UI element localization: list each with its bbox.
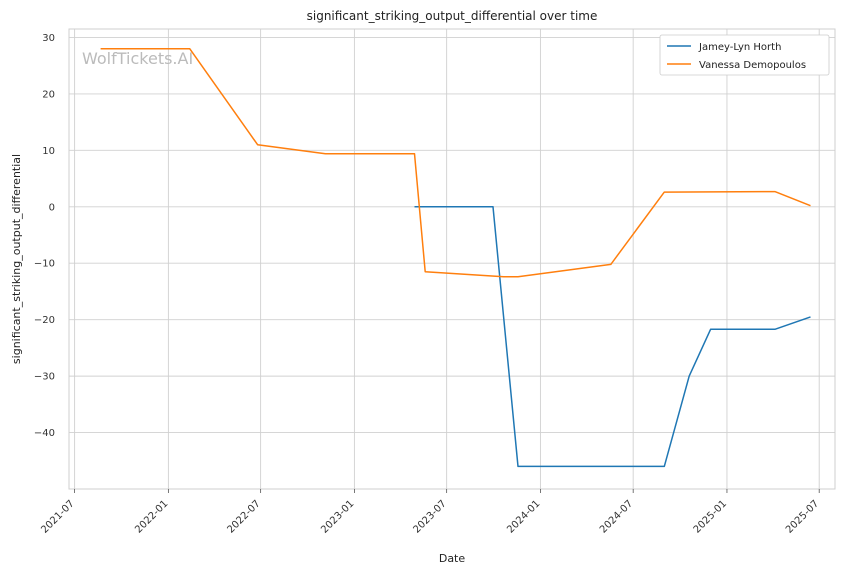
- y-tick-label: −20: [34, 315, 55, 326]
- grid-layer: [69, 29, 835, 489]
- legend: Jamey-Lyn Horth Vanessa Demopoulos: [659, 34, 830, 76]
- x-tick-label: 2021-07: [39, 498, 76, 535]
- x-tick-label: 2022-07: [225, 498, 262, 535]
- y-tick-label: 20: [42, 89, 55, 100]
- y-tick-label: 0: [49, 202, 55, 213]
- x-tick-label: 2023-01: [319, 498, 356, 535]
- x-tick-label: 2025-07: [784, 498, 821, 535]
- legend-label-vanessa-demopoulos: Vanessa Demopoulos: [699, 60, 806, 71]
- legend-label-jamey-lyn-horth: Jamey-Lyn Horth: [698, 42, 781, 53]
- y-tick-label: −30: [34, 372, 55, 383]
- x-tick-label: 2022-01: [133, 498, 170, 535]
- y-tick-label: 30: [42, 33, 55, 44]
- series-layer: [100, 48, 811, 468]
- plot-frame: [68, 28, 836, 490]
- tick-layer: 2021-07 2022-01 2022-07 2023-01 2023-07 2024-…: [34, 33, 821, 536]
- watermark: WolfTickets.AI: [82, 49, 193, 68]
- x-tick-label: 2024-07: [598, 498, 635, 535]
- chart-title: significant_striking_output_differential…: [307, 9, 598, 23]
- y-tick-label: 10: [42, 146, 55, 157]
- x-tick-label: 2024-01: [505, 498, 542, 535]
- series-line-vanessa-demopoulos: [100, 48, 811, 278]
- series-line-jamey-lyn-horth: [414, 206, 811, 468]
- y-tick-label: −10: [34, 259, 55, 270]
- y-axis-label: significant_striking_output_differential: [10, 154, 23, 364]
- x-axis-label: Date: [439, 552, 466, 565]
- legend-box: [659, 34, 830, 76]
- y-tick-label: −40: [34, 428, 55, 439]
- x-tick-label: 2025-01: [692, 498, 729, 535]
- x-tick-label: 2023-07: [411, 498, 448, 535]
